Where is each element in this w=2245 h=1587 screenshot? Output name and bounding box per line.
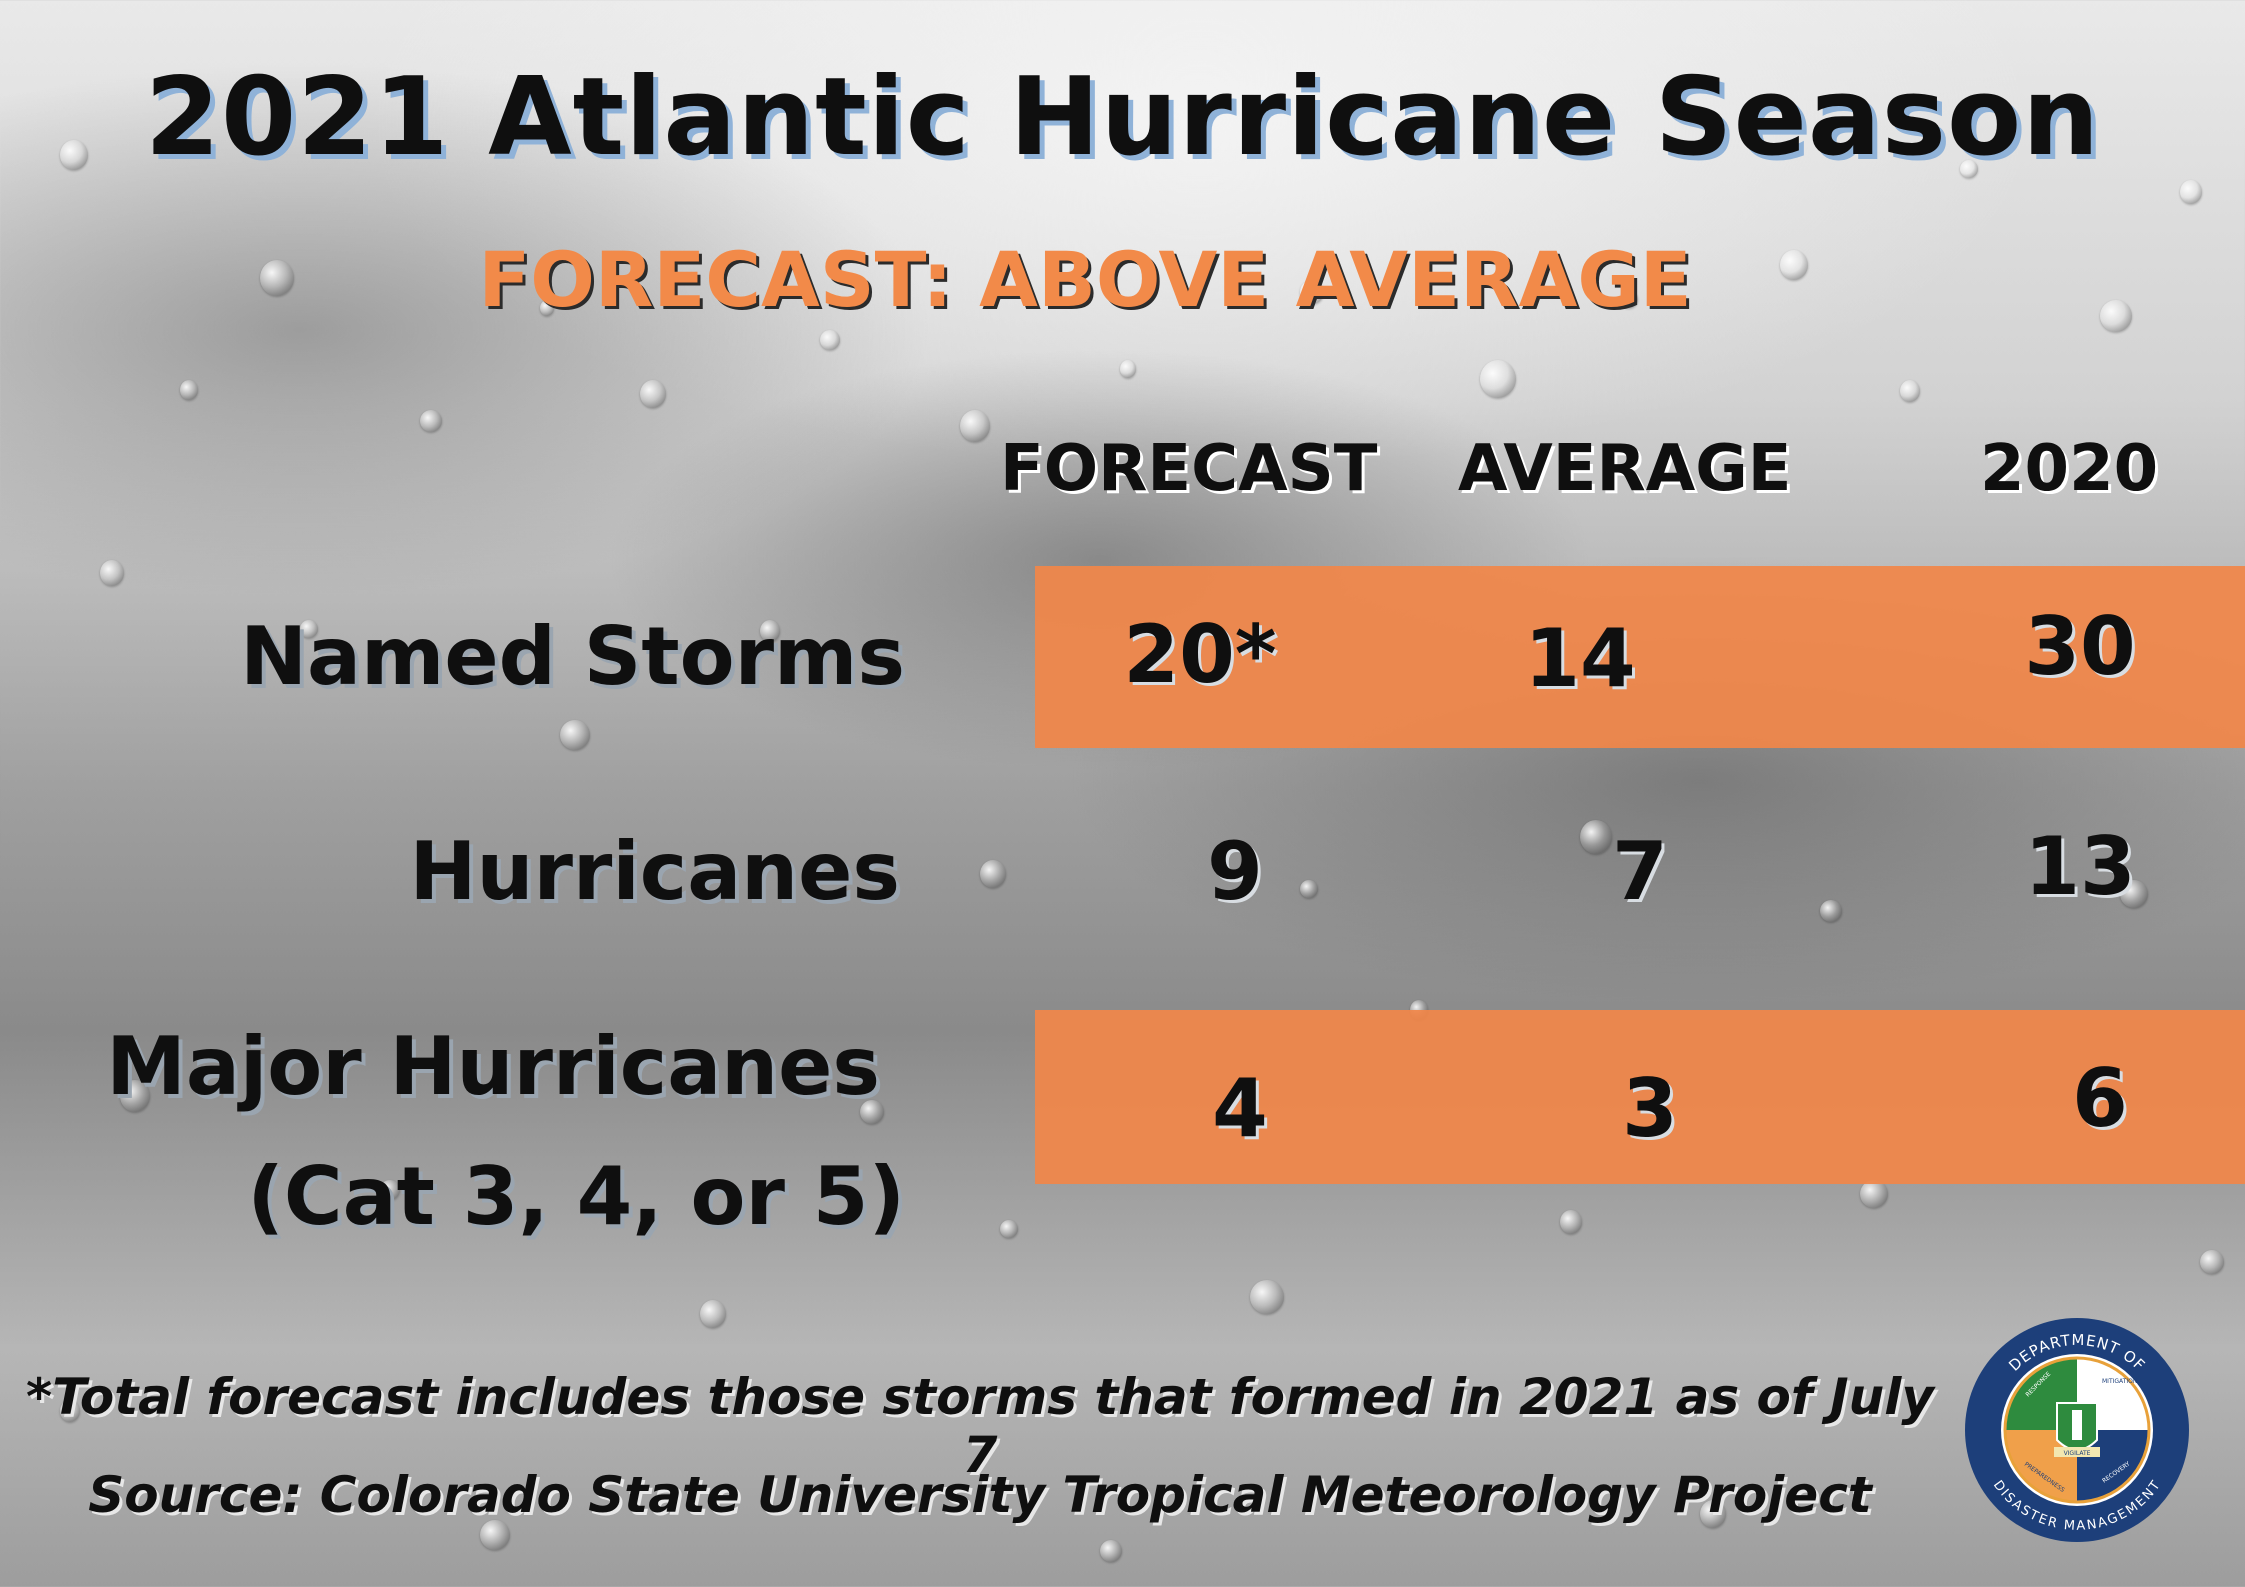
row-label-hurricanes: Hurricanes (409, 825, 900, 918)
value-hurricanes-2020: 13 (2024, 820, 2136, 913)
column-header-forecast: FORECAST (1000, 432, 1378, 506)
highlight-band-named-storms (1035, 566, 2245, 748)
svg-text:VIGILATE: VIGILATE (2064, 1450, 2091, 1457)
svg-text:MITIGATION: MITIGATION (2102, 1378, 2137, 1385)
column-header-average: AVERAGE (1458, 432, 1792, 506)
value-named-storms-average: 14 (1524, 612, 1636, 705)
disaster-management-logo: DEPARTMENT OF DISASTER MANAGEMENT RESPON… (1965, 1318, 2189, 1542)
value-named-storms-2020: 30 (2024, 600, 2136, 693)
value-named-storms-forecast: 20* (1123, 608, 1277, 701)
value-major-hurricanes-average: 3 (1622, 1062, 1678, 1155)
value-major-hurricanes-2020: 6 (2072, 1052, 2128, 1145)
source-text: Source: Colorado State University Tropic… (88, 1466, 1872, 1524)
crest-icon (2054, 1402, 2100, 1457)
row-label-major-hurricanes: Major Hurricanes (106, 1020, 880, 1113)
column-header-2020: 2020 (1980, 432, 2159, 506)
footnote-text: *Total forecast includes those storms th… (26, 1368, 1934, 1484)
page-title: 2021 Atlantic Hurricane Season (144, 55, 2101, 180)
value-major-hurricanes-forecast: 4 (1212, 1062, 1268, 1155)
highlight-band-major-hurricanes (1035, 1010, 2245, 1184)
value-hurricanes-forecast: 9 (1207, 825, 1263, 918)
forecast-subtitle: FORECAST: ABOVE AVERAGE (478, 235, 1692, 324)
row-sublabel-major-hurricanes: (Cat 3, 4, or 5) (247, 1150, 905, 1243)
value-hurricanes-average: 7 (1612, 825, 1668, 918)
row-label-named-storms: Named Storms (240, 610, 905, 703)
